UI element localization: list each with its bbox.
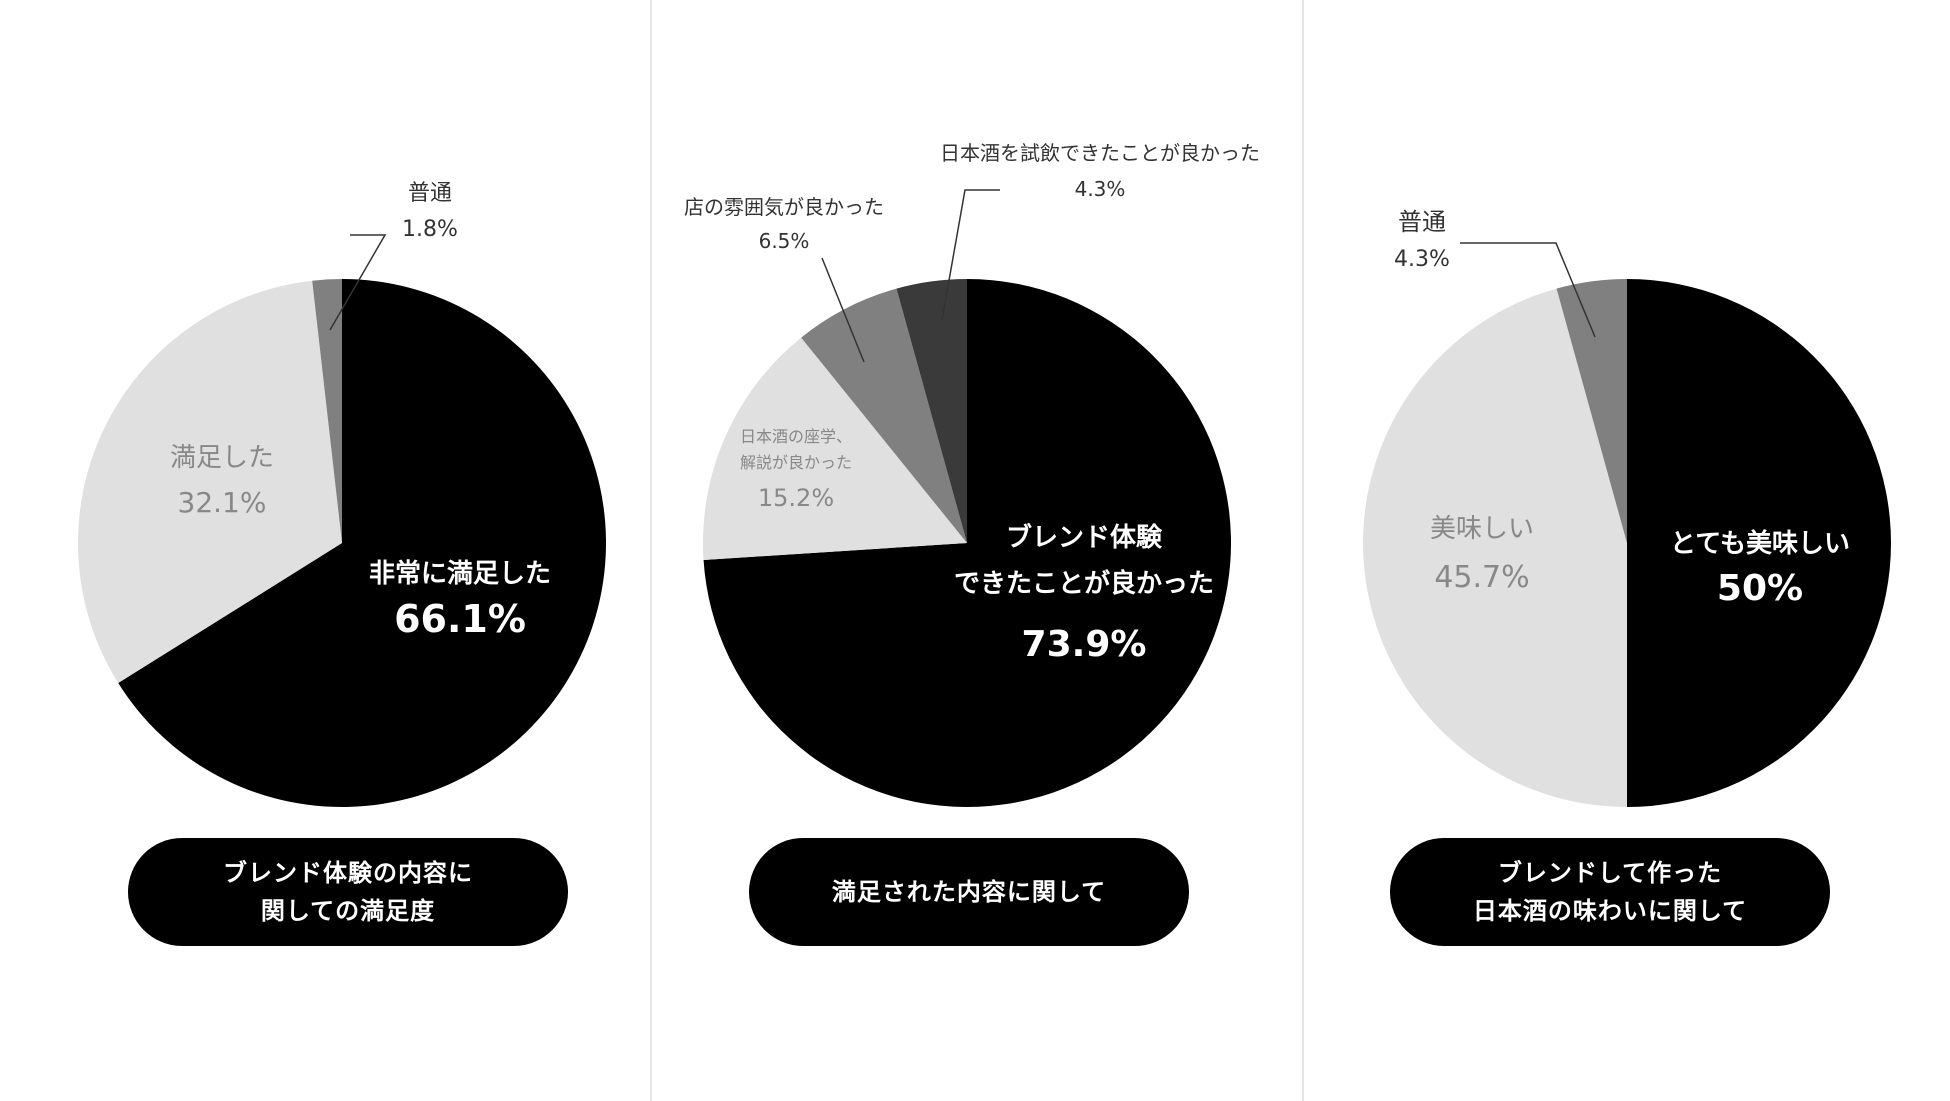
slice-value-label: 6.5%: [759, 229, 810, 253]
leader-line: [329, 234, 387, 331]
pie-chart-1: 非常に満足した 66.1% 満足した 32.1% 普通 1.8%: [78, 181, 607, 808]
chart-3-caption: ブレンドして作った 日本酒の味わいに関して: [1390, 838, 1830, 946]
chart-3-caption-line-2: 日本酒の味わいに関して: [1472, 897, 1748, 925]
column-divider: [1302, 0, 1304, 1101]
pie-slice: [703, 279, 1232, 807]
slice-label: 普通: [408, 181, 452, 206]
slice-value-label: 32.1%: [178, 486, 267, 519]
pie-slice: [118, 279, 607, 808]
chart-1-caption: ブレンド体験の内容に 関しての満足度: [128, 838, 568, 946]
slice-value-label: 15.2%: [758, 484, 834, 512]
slice-label: 解説が良かった: [740, 453, 852, 472]
pie-slice: [78, 280, 342, 684]
chart-1-caption-line-2: 関しての満足度: [260, 897, 436, 925]
slice-label: ブレンド体験: [1006, 522, 1163, 553]
pie-slice: [1556, 279, 1627, 543]
leader-line: [821, 257, 865, 363]
pie-slice: [801, 288, 967, 543]
slice-value-label: 50%: [1717, 568, 1803, 609]
slice-label: 非常に満足した: [369, 559, 551, 589]
column-divider: [650, 0, 652, 1101]
slice-label: 美味しい: [1430, 514, 1534, 544]
chart-3-caption-line-1: ブレンドして作った: [1497, 859, 1723, 887]
slice-value-label: 73.9%: [1022, 624, 1147, 665]
slice-label: とても美味しい: [1670, 528, 1850, 559]
chart-2-caption-line-1: 満足された内容に関して: [831, 878, 1107, 906]
chart-1-caption-line-1: ブレンド体験の内容に: [223, 859, 473, 887]
slice-value-label: 66.1%: [394, 597, 526, 641]
slice-value-label: 45.7%: [1434, 560, 1529, 595]
pie-slice: [1627, 279, 1891, 807]
pie-chart-3: とても美味しい 50% 美味しい 45.7% 普通 4.3%: [1363, 208, 1891, 808]
slice-value-label: 4.3%: [1075, 177, 1126, 201]
slice-label: 普通: [1398, 208, 1446, 236]
slice-label: 満足した: [170, 443, 274, 473]
leader-line: [941, 189, 1000, 321]
pie-slice: [1363, 288, 1627, 808]
slice-value-label: 1.8%: [402, 217, 458, 242]
slice-label: 店の雰囲気が良かった: [684, 195, 884, 219]
chart-2-caption: 満足された内容に関して: [749, 838, 1189, 946]
pie-slice: [896, 279, 967, 543]
slice-label: できたことが良かった: [954, 568, 1214, 599]
pie-slice: [312, 279, 342, 543]
slice-label: 日本酒を試飲できたことが良かった: [940, 141, 1260, 165]
pie-slice: [703, 337, 967, 561]
slice-label: 日本酒の座学、: [740, 427, 852, 446]
leader-line: [1460, 242, 1596, 338]
slice-value-label: 4.3%: [1394, 247, 1450, 272]
